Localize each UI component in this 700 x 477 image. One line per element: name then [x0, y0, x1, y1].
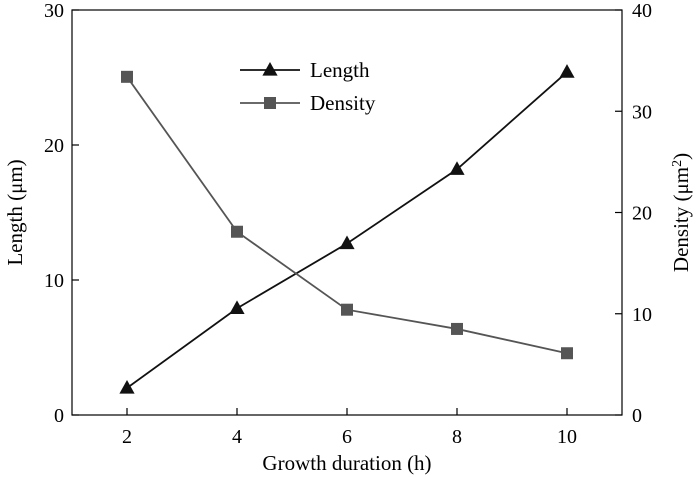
legend-label-density: Density	[310, 91, 376, 115]
y-right-tick-label: 0	[632, 405, 642, 427]
y-left-tick-label: 10	[44, 270, 64, 292]
legend-marker-density	[264, 97, 276, 109]
data-point-density	[341, 303, 353, 316]
x-tick-label: 10	[557, 426, 577, 448]
y-right-tick-label: 20	[632, 203, 652, 225]
data-point-length	[339, 235, 355, 250]
y-axis-right-label: Density (μm2)	[669, 153, 693, 272]
x-tick-label: 4	[232, 426, 242, 448]
y-right-tick-label: 40	[632, 0, 652, 22]
y-right-tick-label: 10	[632, 304, 652, 326]
data-point-density	[451, 322, 463, 335]
series-line-length	[126, 71, 568, 389]
data-point-length	[559, 64, 575, 78]
y-axis-right-label-close: )	[669, 153, 693, 160]
data-point-length	[119, 380, 135, 394]
data-point-density	[121, 70, 133, 83]
y-left-tick-label: 0	[54, 405, 64, 427]
legend-marker-length	[262, 62, 278, 76]
legend: Length Density	[240, 58, 376, 115]
y-axis-right-label-sup: 2	[670, 160, 685, 167]
y-axis-left-label: Length (μm)	[3, 159, 27, 265]
x-axis-label: Growth duration (h)	[262, 451, 431, 475]
y-right-tick-label: 30	[632, 101, 652, 123]
data-point-length	[449, 161, 465, 175]
x-tick-label: 8	[452, 426, 462, 448]
y-axis-right-label-main: Density (μm	[669, 167, 693, 272]
series-markers-group	[119, 64, 575, 394]
y-left-tick-label: 20	[44, 135, 64, 157]
x-tick-label: 2	[122, 426, 132, 448]
legend-label-length: Length	[310, 58, 370, 82]
data-point-length	[229, 300, 245, 314]
data-point-density	[561, 347, 573, 360]
y-left-tick-label: 30	[44, 0, 64, 22]
ticks-group: 2 4 6 8 10 0 10 20 30 0 10 20 30 40	[44, 0, 652, 448]
data-point-density	[231, 225, 243, 238]
series-lines-group	[126, 71, 568, 389]
x-tick-label: 6	[342, 426, 352, 448]
